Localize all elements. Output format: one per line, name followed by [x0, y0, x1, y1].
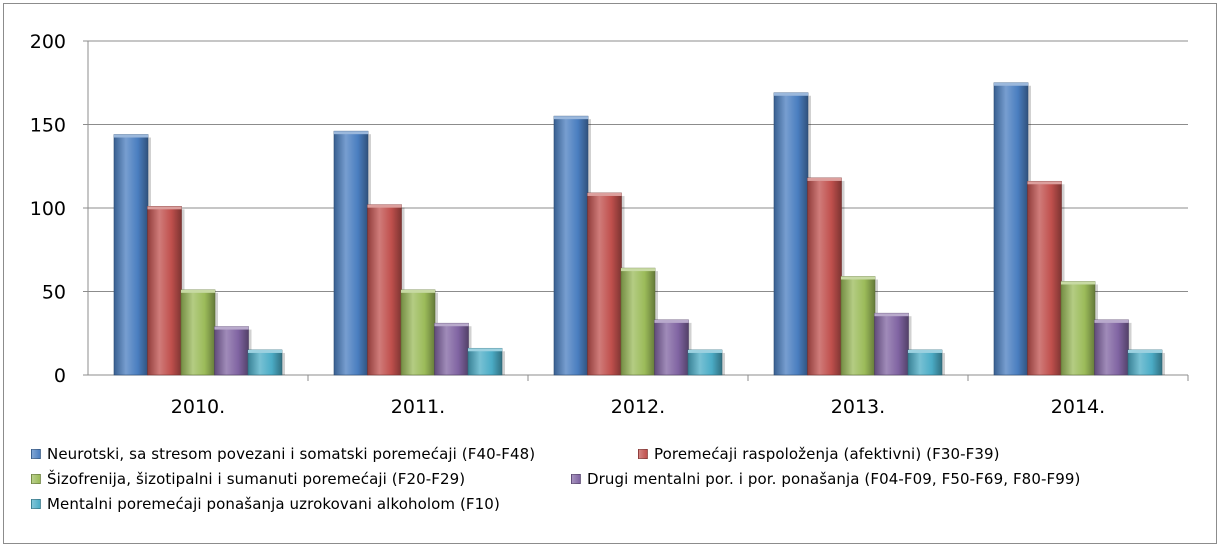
- bar-3-2011.: [400, 289, 438, 376]
- legend-swatch-series-1: [31, 449, 41, 459]
- bar-5-2010.: [247, 349, 285, 376]
- bar-4-2011.: [434, 322, 472, 376]
- legend-label-series-4: Drugi mentalni por. i por. ponašanja (F0…: [587, 470, 1081, 488]
- bar-4-2014.: [1094, 319, 1132, 376]
- bar-3-2013.: [840, 276, 878, 376]
- y-tick-label: 50: [42, 282, 66, 304]
- legend-label-series-2: Poremećaji raspoloženja (afektivni) (F30…: [654, 445, 1000, 463]
- legend-item-series-4: Drugi mentalni por. i por. ponašanja (F0…: [571, 470, 1080, 488]
- legend-label-series-5: Mentalni poremećaji ponašanja uzrokovani…: [47, 495, 500, 513]
- legend-label-series-3: Šizofrenija, šizotipalni i sumanuti pore…: [47, 470, 466, 488]
- bar-3-2014.: [1060, 281, 1098, 376]
- legend-swatch-series-5: [31, 499, 41, 509]
- legend-item-series-1: Neurotski, sa stresom povezani i somatsk…: [31, 445, 535, 463]
- bar-4-2012.: [654, 319, 692, 376]
- legend-swatch-series-3: [31, 474, 41, 484]
- bar-5-2012.: [687, 349, 725, 376]
- bar-4-2013.: [874, 312, 912, 376]
- bar-3-2010.: [180, 289, 218, 376]
- bar-2-2012.: [587, 192, 625, 376]
- legend-row-1: Neurotski, sa stresom povezani i somatsk…: [31, 445, 1216, 470]
- bar-2-2014.: [1027, 180, 1065, 376]
- x-tick-label: 2010.: [171, 396, 225, 418]
- bar-1-2010.: [113, 134, 151, 376]
- x-tick-label: 2011.: [391, 396, 445, 418]
- bars: [113, 82, 1165, 376]
- x-tick-label: 2012.: [611, 396, 665, 418]
- legend-row-3: Mentalni poremećaji ponašanja uzrokovani…: [31, 495, 1216, 520]
- bar-5-2011.: [467, 347, 505, 376]
- bar-chart: 0 50 100 150 200 2010. 2011. 2012. 2013. 2014.: [30, 31, 1189, 418]
- legend-swatch-series-4: [571, 474, 581, 484]
- tick-labels: 0 50 100 150 200 2010. 2011. 2012. 2013. 2014.: [30, 31, 1105, 418]
- y-tick-label: 100: [30, 198, 66, 220]
- x-tick-label: 2013.: [831, 396, 885, 418]
- y-tick-label: 0: [54, 365, 66, 387]
- bar-1-2011.: [333, 130, 371, 376]
- bar-5-2013.: [907, 349, 945, 376]
- legend-row-2: Šizofrenija, šizotipalni i sumanuti pore…: [31, 470, 1216, 495]
- bar-1-2014.: [993, 82, 1031, 376]
- legend-label-series-1: Neurotski, sa stresom povezani i somatsk…: [47, 445, 536, 463]
- y-tick-label: 150: [30, 115, 66, 137]
- y-tick-label: 200: [30, 31, 66, 53]
- legend-swatch-series-2: [638, 449, 648, 459]
- bar-3-2012.: [620, 267, 658, 376]
- legend-item-series-5: Mentalni poremećaji ponašanja uzrokovani…: [31, 495, 500, 513]
- legend: Neurotski, sa stresom povezani i somatsk…: [31, 445, 1216, 520]
- bar-2-2013.: [807, 177, 845, 376]
- bar-2-2011.: [367, 204, 405, 376]
- legend-item-series-3: Šizofrenija, šizotipalni i sumanuti pore…: [31, 470, 465, 488]
- legend-item-series-2: Poremećaji raspoloženja (afektivni) (F30…: [638, 445, 1000, 463]
- bar-2-2010.: [147, 206, 185, 376]
- x-tick-label: 2014.: [1051, 396, 1105, 418]
- bar-1-2013.: [773, 92, 811, 376]
- bar-4-2010.: [214, 326, 252, 376]
- bar-1-2012.: [553, 115, 591, 376]
- bar-5-2014.: [1127, 349, 1165, 376]
